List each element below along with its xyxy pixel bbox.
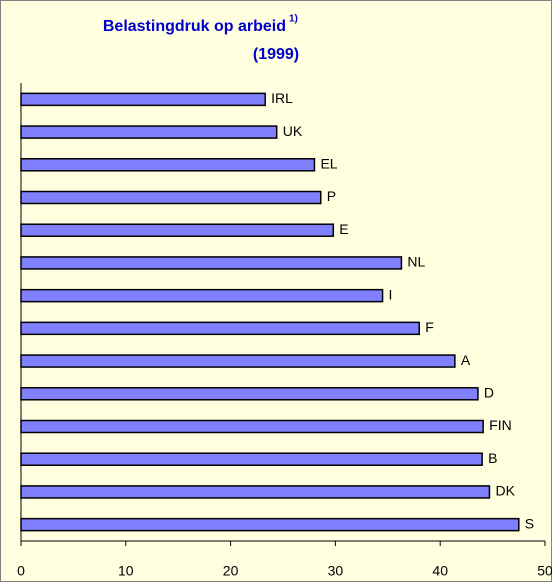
x-tick-label: 10 [118, 563, 134, 579]
chart-subtitle: (1999) [253, 46, 299, 63]
bar [20, 452, 483, 466]
bar [20, 485, 491, 499]
chart-title: Belastingdruk op arbeid [103, 18, 286, 35]
bar [20, 354, 456, 368]
x-tick-label: 30 [328, 563, 344, 579]
x-tick-label: 20 [223, 563, 239, 579]
bar [20, 517, 520, 532]
title-note: 1) [289, 14, 298, 25]
x-tick-label: 50 [537, 563, 552, 579]
bar-label: NL [407, 254, 425, 270]
bar-label: D [484, 384, 494, 400]
bar-label: IRL [271, 90, 293, 106]
bar-label: EL [320, 155, 337, 171]
bar [20, 387, 479, 401]
bar-label: S [525, 515, 534, 531]
bar [20, 321, 420, 336]
bar-label: P [327, 188, 336, 204]
bar-label: FIN [489, 417, 512, 433]
x-tick-label: 40 [432, 563, 448, 579]
bar [20, 92, 266, 107]
x-tick-label: 0 [17, 563, 25, 579]
bar [20, 158, 316, 172]
bar [20, 288, 384, 303]
bar-label: I [389, 286, 393, 302]
bar [20, 125, 278, 139]
bar-label: E [339, 221, 348, 237]
bar [20, 223, 335, 237]
bar-label: A [461, 352, 471, 368]
bar-label: UK [283, 123, 303, 139]
bar-label: B [488, 450, 497, 466]
bar [20, 419, 484, 434]
bar-label: DK [495, 483, 515, 499]
bar-label: F [425, 319, 434, 335]
bar [20, 190, 322, 205]
bar [20, 256, 403, 270]
